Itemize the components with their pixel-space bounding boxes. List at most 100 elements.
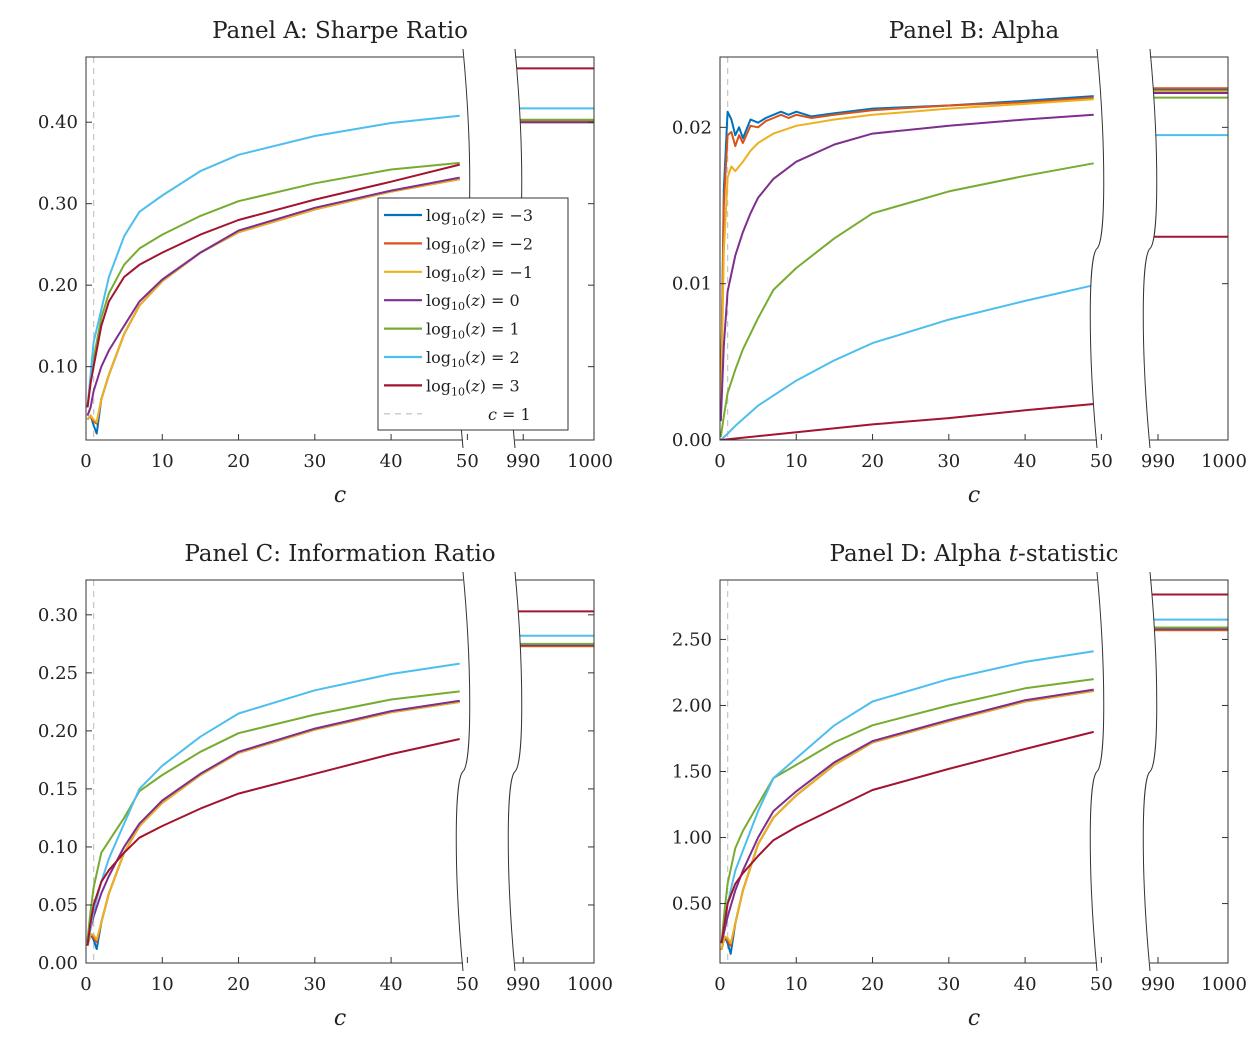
axis-break-left-edge xyxy=(1089,48,1105,449)
x-tick-label: 30 xyxy=(937,974,960,995)
y-tick-label: 0.50 xyxy=(672,894,712,915)
x-axis-label: c xyxy=(968,1006,980,1031)
x-tick-label: 1000 xyxy=(567,451,613,472)
x-tick-label: 40 xyxy=(1014,974,1037,995)
x-tick-label: 0 xyxy=(714,974,725,995)
legend-label: log10(z) = 0 xyxy=(426,291,520,313)
x-tick-label: 10 xyxy=(151,974,174,995)
panel-d: Panel D: Alpha t-statistic 0.50 1.00 1.50 2.… xyxy=(672,541,1247,1031)
series-line-4 xyxy=(86,161,460,408)
x-tick-label: 40 xyxy=(380,974,403,995)
legend-label: log10(z) = −2 xyxy=(426,234,533,256)
axis-break-left-edge xyxy=(455,571,471,972)
axes-frame-left xyxy=(719,56,1097,441)
series-line-6 xyxy=(720,403,1094,440)
series-group xyxy=(720,87,1228,440)
x-axis-label: c xyxy=(968,483,980,508)
y-tick-label: 0.20 xyxy=(38,721,78,742)
y-tick-label: 0.01 xyxy=(672,274,712,295)
axis-break-left-edge xyxy=(1089,571,1105,972)
axes-frame-right xyxy=(515,579,595,964)
series-line-5 xyxy=(86,114,460,408)
y-tick-label: 1.00 xyxy=(672,828,712,849)
panel-b: Panel B: Alpha 0.00 0.01 0.02 0 10 20 30 40 50 990… xyxy=(672,18,1247,508)
x-tick-label: 20 xyxy=(227,451,250,472)
axes-frame-left xyxy=(85,56,463,441)
panel-a: Panel A: Sharpe Ratio 0.10 0.20 0.30 0.40 0 10… xyxy=(38,18,613,508)
y-tick-label: 0.05 xyxy=(38,895,78,916)
legend-label: log10(z) = 3 xyxy=(426,376,520,398)
y-tick-label: 0.20 xyxy=(38,275,78,296)
y-tick-label: 0.30 xyxy=(38,605,78,626)
axis-break-band xyxy=(456,572,522,971)
x-tick-label: 30 xyxy=(937,451,960,472)
x-tick-label: 50 xyxy=(1090,974,1113,995)
x-tick-label: 1000 xyxy=(567,974,613,995)
panel-title: Panel B: Alpha xyxy=(889,18,1060,44)
series-line-6 xyxy=(86,163,460,408)
x-axis-label: c xyxy=(334,1006,346,1031)
x-tick-label: 990 xyxy=(1141,451,1175,472)
series-line-0 xyxy=(720,95,1094,417)
legend-label: log10(z) = −3 xyxy=(426,206,533,228)
y-tick-label: 0.00 xyxy=(672,430,712,451)
x-axis-label: c xyxy=(334,483,346,508)
y-tick-label: 0.00 xyxy=(38,953,78,974)
x-tick-label: 10 xyxy=(785,974,808,995)
series-line-3 xyxy=(720,113,1094,422)
axes-frame-right xyxy=(1150,56,1229,441)
series-line-2 xyxy=(720,98,1094,420)
axes-frame-left xyxy=(85,579,463,964)
panel-c: Panel C: Information Ratio 0.00 0.05 0.10 0.… xyxy=(38,541,613,1031)
x-tick-label: 50 xyxy=(456,451,479,472)
y-tick-label: 0.10 xyxy=(38,357,78,378)
legend-box xyxy=(377,197,569,431)
series-line-2 xyxy=(720,689,1094,951)
legend-label: log10(z) = −1 xyxy=(426,263,533,285)
x-tick-label: 40 xyxy=(380,451,403,472)
series-line-2 xyxy=(86,700,460,946)
legend-label: c = 1 xyxy=(488,405,531,424)
x-tick-label: 50 xyxy=(456,974,479,995)
series-group xyxy=(86,67,594,435)
y-tick-label: 0.02 xyxy=(672,117,712,138)
x-tick-label: 0 xyxy=(80,974,91,995)
x-tick-label: 1000 xyxy=(1201,974,1247,995)
series-line-4 xyxy=(720,162,1094,438)
axis-break-band xyxy=(1090,572,1157,971)
legend-label: log10(z) = 2 xyxy=(426,348,520,370)
axis-break-right-edge xyxy=(1142,571,1158,972)
axis-break-right-edge xyxy=(507,571,523,972)
x-tick-label: 0 xyxy=(80,451,91,472)
series-line-3 xyxy=(86,176,460,416)
y-tick-label: 1.50 xyxy=(672,762,712,783)
y-tick-label: 0.40 xyxy=(38,112,78,133)
x-tick-label: 10 xyxy=(151,451,174,472)
panel-title: Panel D: Alpha t-statistic xyxy=(830,541,1119,567)
x-tick-label: 20 xyxy=(227,974,250,995)
x-tick-label: 990 xyxy=(506,451,540,472)
x-tick-label: 30 xyxy=(303,974,326,995)
legend-label: log10(z) = 1 xyxy=(426,320,520,342)
axes-frame-right xyxy=(515,56,595,441)
axis-break-right-edge xyxy=(1142,48,1158,449)
x-tick-label: 10 xyxy=(785,451,808,472)
x-tick-label: 50 xyxy=(1090,451,1113,472)
y-tick-label: 0.15 xyxy=(38,779,78,800)
y-tick-label: 2.50 xyxy=(672,629,712,650)
x-tick-label: 0 xyxy=(714,451,725,472)
series-line-6 xyxy=(86,738,460,946)
y-tick-label: 2.00 xyxy=(672,695,712,716)
x-tick-label: 20 xyxy=(861,974,884,995)
x-tick-label: 40 xyxy=(1014,451,1037,472)
series-line-2 xyxy=(86,178,460,424)
axis-break-band xyxy=(1090,49,1157,448)
panel-title: Panel C: Information Ratio xyxy=(184,541,495,567)
x-tick-label: 30 xyxy=(303,451,326,472)
y-tick-label: 0.10 xyxy=(38,837,78,858)
series-line-5 xyxy=(720,284,1094,440)
series-line-6 xyxy=(720,730,1094,944)
y-tick-label: 0.25 xyxy=(38,663,78,684)
y-tick-label: 0.30 xyxy=(38,194,78,215)
